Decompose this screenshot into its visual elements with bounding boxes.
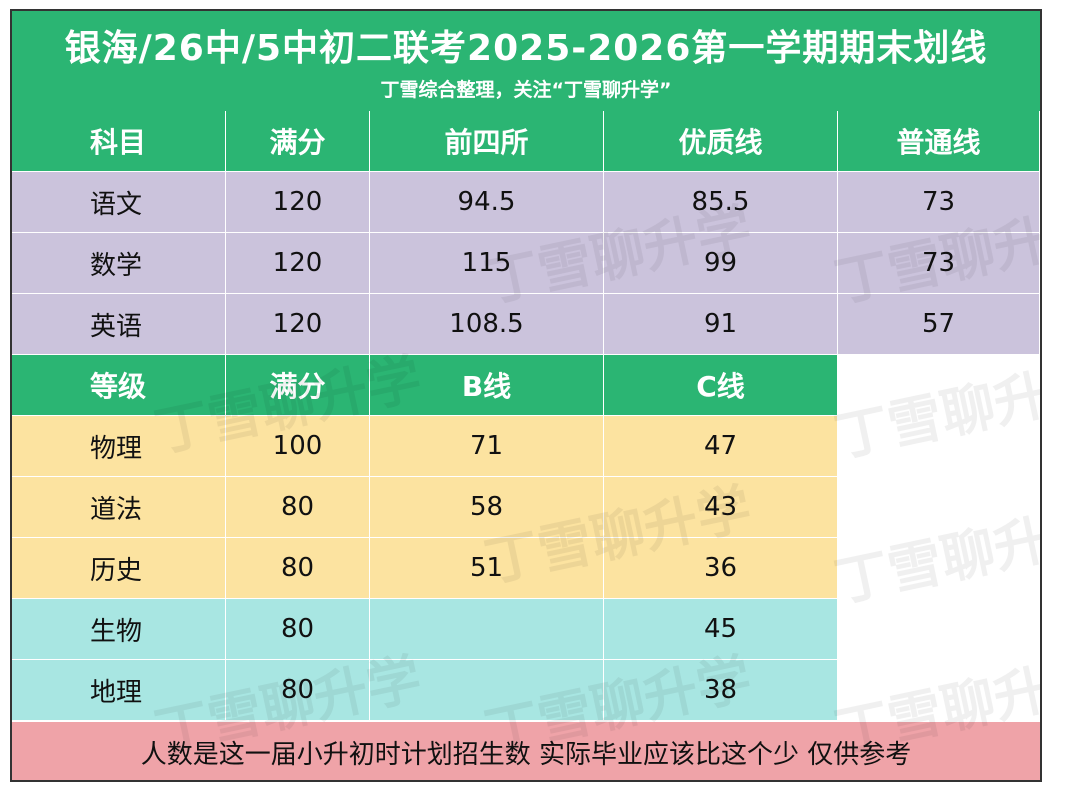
b-line-cell: [370, 660, 604, 721]
top4-cell: 94.5: [370, 172, 604, 233]
page-subtitle: 丁雪综合整理，关注“丁雪聊升学”: [380, 79, 672, 101]
full-score-cell: 80: [226, 538, 370, 599]
table-row: 地理 80 38: [12, 660, 1040, 721]
subject-cell: 英语: [12, 294, 226, 355]
table-row: 道法 80 58 43: [12, 477, 1040, 538]
blank-cell: [838, 477, 1040, 538]
subject-cell: 语文: [12, 172, 226, 233]
table1-header-row: 科目 满分 前四所 优质线 普通线: [12, 111, 1040, 172]
table-row: 英语 120 108.5 91 57: [12, 294, 1040, 355]
normal-line-cell: 73: [838, 233, 1040, 294]
normal-line-cell: 57: [838, 294, 1040, 355]
page-title: 银海/26中/5中初二联考2025-2026第一学期期末划线: [64, 28, 988, 69]
quality-line-cell: 91: [604, 294, 838, 355]
col-header-full: 满分: [226, 111, 370, 172]
quality-line-cell: 99: [604, 233, 838, 294]
subject-cell: 道法: [12, 477, 226, 538]
col-header-normal: 普通线: [838, 111, 1040, 172]
c-line-cell: 47: [604, 416, 838, 477]
full-score-cell: 120: [226, 294, 370, 355]
normal-line-cell: 73: [838, 172, 1040, 233]
blank-cell: [838, 538, 1040, 599]
full-score-cell: 80: [226, 477, 370, 538]
footer-note: 人数是这一届小升初时计划招生数 实际毕业应该比这个少 仅供参考: [12, 722, 1040, 780]
table2-header-row: 等级 满分 B线 C线: [12, 355, 1040, 416]
col-header-quality: 优质线: [604, 111, 838, 172]
top4-cell: 115: [370, 233, 604, 294]
full-score-cell: 120: [226, 233, 370, 294]
c-line-cell: 45: [604, 599, 838, 660]
b-line-cell: 71: [370, 416, 604, 477]
col-header-full: 满分: [226, 355, 370, 416]
score-line-sheet: 银海/26中/5中初二联考2025-2026第一学期期末划线 丁雪综合整理，关注…: [10, 9, 1042, 782]
top4-cell: 108.5: [370, 294, 604, 355]
col-header-c-line: C线: [604, 355, 838, 416]
c-line-cell: 38: [604, 660, 838, 721]
full-score-cell: 80: [226, 660, 370, 721]
subject-cell: 地理: [12, 660, 226, 721]
col-header-top4: 前四所: [370, 111, 604, 172]
subject-cell: 物理: [12, 416, 226, 477]
col-header-b-line: B线: [370, 355, 604, 416]
b-line-cell: 51: [370, 538, 604, 599]
table-row: 历史 80 51 36: [12, 538, 1040, 599]
full-score-cell: 120: [226, 172, 370, 233]
header-banner: 银海/26中/5中初二联考2025-2026第一学期期末划线 丁雪综合整理，关注…: [12, 11, 1040, 111]
col-header-subject: 科目: [12, 111, 226, 172]
subject-cell: 数学: [12, 233, 226, 294]
blank-cell: [838, 660, 1040, 721]
subject-cell: 历史: [12, 538, 226, 599]
col-header-level: 等级: [12, 355, 226, 416]
b-line-cell: 58: [370, 477, 604, 538]
blank-cell: [838, 355, 1040, 416]
c-line-cell: 36: [604, 538, 838, 599]
quality-line-cell: 85.5: [604, 172, 838, 233]
table-row: 语文 120 94.5 85.5 73: [12, 172, 1040, 233]
full-score-cell: 100: [226, 416, 370, 477]
c-line-cell: 43: [604, 477, 838, 538]
table-row: 物理 100 71 47: [12, 416, 1040, 477]
blank-cell: [838, 599, 1040, 660]
table-row: 数学 120 115 99 73: [12, 233, 1040, 294]
blank-cell: [838, 416, 1040, 477]
full-score-cell: 80: [226, 599, 370, 660]
table-row: 生物 80 45: [12, 599, 1040, 660]
b-line-cell: [370, 599, 604, 660]
subject-cell: 生物: [12, 599, 226, 660]
